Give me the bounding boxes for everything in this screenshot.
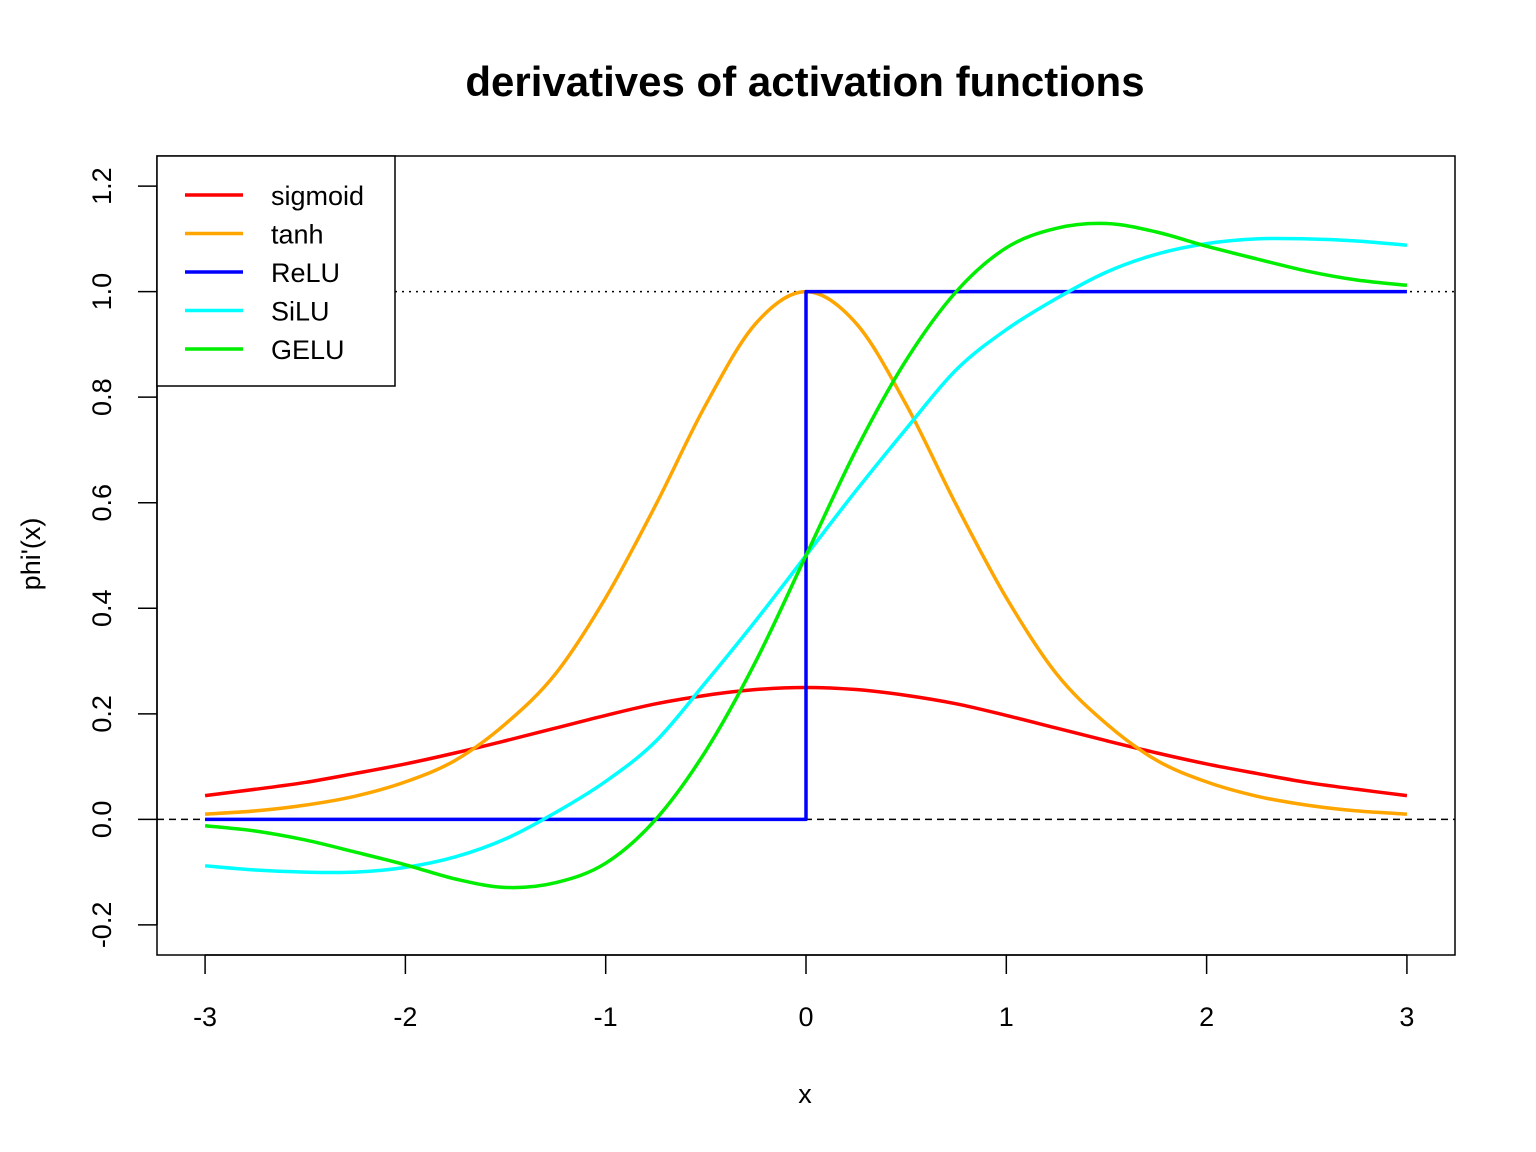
y-tick-label: 0.6 bbox=[87, 484, 117, 522]
x-tick-label: 0 bbox=[798, 1002, 813, 1032]
series-line-gelu bbox=[204, 221, 1408, 890]
x-tick-label: 1 bbox=[999, 1002, 1014, 1032]
y-tick-label: -0.2 bbox=[87, 902, 117, 949]
x-tick-label: 3 bbox=[1399, 1002, 1414, 1032]
y-tick-label: 0.8 bbox=[87, 378, 117, 416]
y-tick-label: 0.0 bbox=[87, 801, 117, 839]
x-axis-label: x bbox=[798, 1079, 812, 1109]
y-tick-label: 1.0 bbox=[87, 273, 117, 311]
y-axis-label: phi'(x) bbox=[16, 518, 46, 591]
chart-title: derivatives of activation functions bbox=[465, 58, 1144, 105]
y-tick-label: 0.2 bbox=[87, 695, 117, 733]
y-tick-label: 0.4 bbox=[87, 590, 117, 628]
y-tick-label: 1.2 bbox=[87, 167, 117, 205]
legend-label-tanh: tanh bbox=[271, 220, 324, 250]
y-axis: -0.2 0.0 0.2 0.4 0.6 0.8 1.0 1.2 bbox=[87, 167, 158, 949]
legend-label-relu: ReLU bbox=[271, 258, 340, 288]
series-layer bbox=[204, 221, 1408, 890]
x-axis: -3 -2 -1 0 1 2 3 bbox=[193, 954, 1414, 1032]
x-tick-label: -1 bbox=[594, 1002, 618, 1032]
legend-label-sigmoid: sigmoid bbox=[271, 181, 364, 211]
legend-label-silu: SiLU bbox=[271, 297, 330, 327]
legend: sigmoid tanh ReLU SiLU GELU bbox=[156, 155, 396, 387]
x-tick-label: -3 bbox=[193, 1002, 217, 1032]
legend-label-gelu: GELU bbox=[271, 335, 345, 365]
x-tick-label: -2 bbox=[393, 1002, 417, 1032]
x-tick-label: 2 bbox=[1199, 1002, 1214, 1032]
